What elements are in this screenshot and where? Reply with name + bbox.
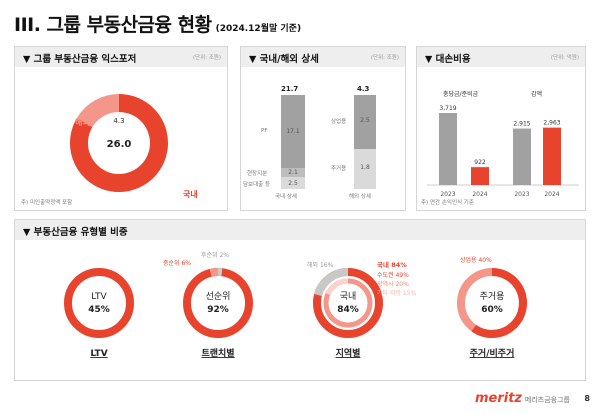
tranche-mezz-annotation: 중순위 6% [163, 259, 191, 267]
year-label: 2024 [544, 191, 559, 198]
region-capital-annotation: 수도권 49% [377, 271, 409, 279]
tranche-ring [183, 268, 253, 338]
domestic-total: 21.7 [281, 85, 299, 93]
tranche-mezz-arc [209, 268, 219, 277]
domestic-pf-name: PF [261, 128, 268, 134]
region-center-label: 국내 [340, 291, 357, 302]
provision-bar [543, 127, 561, 185]
overseas-commercial-name: 상업용 [331, 119, 347, 125]
provision-bar [439, 113, 457, 185]
overseas-value: 4.3 [113, 117, 124, 125]
tranche-center-label: 선순위 [206, 291, 231, 302]
page-subtitle: (2024.12월말 기준) [215, 24, 302, 34]
provision-bar [513, 128, 531, 185]
exposure-note: 주) 미인출약정액 포함 [21, 200, 73, 206]
overseas-detail-label: 해외 상세 [349, 194, 371, 200]
residential-center-label: 주거용 [480, 291, 505, 302]
types-panel: ▼ 부동산금융 유형별 비중 LTV 45% 선순위 92% 중순위 6% 후순… [14, 219, 586, 381]
bar-overseas-residential [354, 149, 376, 189]
provision-bar-label: 2,963 [543, 120, 560, 127]
detail-panel-title: ▼ 국내/해외 상세 [241, 47, 405, 67]
exposure-unit: (단위: 조원) [192, 55, 221, 61]
bar-overseas-commercial [354, 95, 376, 149]
domestic-equity-name: 현장지분 [247, 171, 268, 177]
region-inner-arc [325, 278, 349, 296]
provision-bar [471, 167, 489, 185]
exposure-panel: ▼ 그룹 부동산금융 익스포저 (단위: 조원) 26.0 4.3 21.7 해… [14, 46, 228, 211]
tranche-center-value: 92% [207, 305, 229, 315]
ltv-center-label: LTV [91, 292, 107, 302]
donut-slice-overseas [76, 94, 120, 128]
overseas-commercial-value: 2.5 [360, 117, 370, 124]
provisions-unit: (단위: 억원) [550, 55, 579, 61]
page-title: III. 그룹 부동산금융 현황 (2024.12월말 기준) [14, 14, 302, 36]
provisions-note: 주) 연간 손익인식 기준 [421, 200, 474, 206]
exposure-total: 26.0 [107, 139, 132, 150]
year-label: 2023 [514, 191, 529, 198]
tranche-sub-annotation: 후순위 2% [201, 251, 229, 259]
domestic-loans-value: 2.5 [288, 180, 298, 187]
detail-unit: (단위: 조원) [370, 55, 399, 61]
caption-ltv: LTV [90, 349, 107, 359]
types-donut-charts: LTV 45% 선순위 92% 중순위 6% 후순위 2% 국내 84% 해외 … [64, 251, 527, 359]
domestic-loans-name: 담보대출 등 [243, 182, 271, 188]
provisions-panel-title: ▼ 대손비용 [417, 47, 585, 67]
overseas-total: 4.3 [357, 85, 370, 93]
overseas-label: 해외 [75, 117, 90, 127]
detail-panel: ▼ 국내/해외 상세 (단위: 조원) 21.7 17.1 2.1 2.5 PF… [240, 46, 406, 211]
region-center-value: 84% [337, 305, 359, 315]
domestic-label: 국내 [183, 189, 198, 199]
caption-residential: 주거/비주거 [470, 347, 515, 359]
residential-commercial-annotation: 상업용 40% [460, 256, 492, 264]
donut-slice-domestic [70, 94, 168, 192]
caption-tranche: 트랜치별 [201, 347, 234, 359]
overseas-residential-value: 1.8 [360, 164, 370, 171]
page-number: 8 [584, 394, 590, 403]
group-label-impairment: 감액 [531, 91, 543, 98]
provisions-panel: ▼ 대손비용 (단위: 억원) 충당금/준비금 감액 3,719 922 2,915… [416, 46, 586, 211]
provision-bar-label: 3,719 [439, 105, 456, 112]
domestic-value: 21.7 [157, 176, 173, 184]
residential-arc [471, 268, 527, 338]
region-overseas-arc [314, 267, 349, 297]
domestic-detail-label: 국내 상세 [275, 194, 297, 200]
caption-region: 지역별 [336, 347, 361, 359]
domestic-pf-value: 17.1 [286, 128, 300, 135]
types-panel-title: ▼ 부동산금융 유형별 비중 [15, 220, 585, 240]
provision-bar-label: 2,915 [513, 121, 530, 128]
overseas-residential-name: 주거용 [331, 166, 347, 172]
bar-domestic-loans [281, 177, 305, 189]
region-overseas-annotation: 해외 16% [307, 261, 334, 269]
bar-domestic-equity [281, 168, 305, 177]
ltv-center-value: 45% [88, 305, 110, 315]
domestic-equity-value: 2.1 [288, 169, 298, 176]
region-metro-annotation: 광역시 20% [377, 280, 409, 288]
group-label-reserves: 충당금/준비금 [443, 91, 479, 98]
meritz-logo: meritz [474, 391, 522, 406]
region-local-annotation: 기타 지방 15% [377, 289, 417, 297]
region-domestic-annotation: 국내 84% [377, 260, 407, 269]
ltv-ring [64, 268, 134, 338]
year-label: 2024 [472, 191, 487, 198]
company-name: 메리츠금융그룹 [524, 396, 570, 404]
provision-bar-label: 922 [474, 159, 486, 166]
year-label: 2023 [440, 191, 455, 198]
provisions-bar-chart: 3,719 922 2,915 2,963 2023 2024 2023 2024 [427, 105, 579, 198]
exposure-donut-chart: 26.0 4.3 21.7 해외 국내 [70, 94, 198, 199]
exposure-panel-title: ▼ 그룹 부동산금융 익스포저 [15, 47, 227, 67]
residential-center-value: 60% [481, 305, 503, 315]
